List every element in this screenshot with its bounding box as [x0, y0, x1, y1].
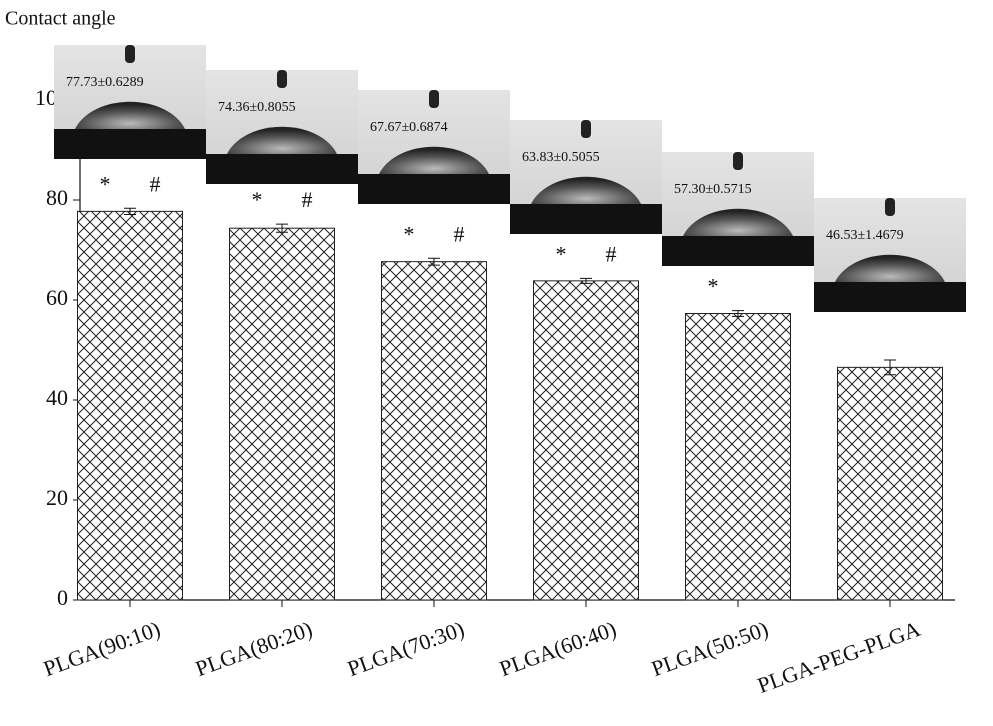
droplet-image: 46.53±1.4679: [814, 198, 966, 312]
x-tick-label: PLGA(90:10): [40, 616, 163, 681]
significance-marker: #: [150, 171, 161, 196]
substrate: [814, 282, 966, 312]
bar: [838, 367, 943, 600]
inset-label: 63.83±0.5055: [522, 150, 600, 165]
needle: [885, 198, 895, 216]
x-tick-label: PLGA-PEG-PLGA: [754, 616, 923, 698]
substrate: [510, 204, 662, 234]
needle: [429, 90, 439, 108]
significance-marker: *: [252, 187, 263, 212]
droplet-image: 77.73±0.6289: [54, 45, 206, 159]
substrate: [206, 154, 358, 184]
droplet-image: 63.83±0.5055: [510, 120, 662, 234]
significance-marker: *: [708, 274, 719, 299]
inset-label: 74.36±0.8055: [218, 100, 296, 115]
significance-marker: *: [100, 171, 111, 196]
bar: [78, 211, 183, 600]
x-tick-label: PLGA(60:40): [496, 616, 619, 681]
droplet-image: 57.30±0.5715: [662, 152, 814, 266]
bar: [382, 262, 487, 600]
significance-marker: #: [454, 221, 465, 246]
bar: [230, 228, 335, 600]
substrate: [662, 236, 814, 266]
x-tick-label: PLGA(80:20): [192, 616, 315, 681]
x-tick-label: PLGA(50:50): [648, 616, 771, 681]
x-tick-label: PLGA(70:30): [344, 616, 467, 681]
needle: [277, 70, 287, 88]
bar: [534, 281, 639, 600]
y-tick-label: 40: [46, 385, 68, 410]
significance-marker: *: [404, 221, 415, 246]
droplet-image: 74.36±0.8055: [206, 70, 358, 184]
significance-marker: #: [302, 187, 313, 212]
significance-marker: *: [556, 241, 567, 266]
inset-label: 67.67±0.6874: [370, 120, 448, 135]
significance-marker: #: [606, 241, 617, 266]
droplet-image: 67.67±0.6874: [358, 90, 510, 204]
substrate: [358, 174, 510, 204]
substrate: [54, 129, 206, 159]
y-axis-title: Contact angle: [5, 8, 116, 30]
needle: [125, 45, 135, 63]
inset-label: 77.73±0.6289: [66, 75, 144, 90]
y-tick-label: 0: [57, 585, 68, 610]
inset-label: 46.53±1.4679: [826, 228, 904, 243]
chart: Contact angle 020406080100PLGA(90:10)*#7…: [0, 0, 993, 726]
y-tick-label: 60: [46, 285, 68, 310]
inset-label: 57.30±0.5715: [674, 182, 752, 197]
y-tick-label: 80: [46, 185, 68, 210]
y-tick-label: 20: [46, 485, 68, 510]
needle: [733, 152, 743, 170]
bar: [686, 314, 791, 601]
needle: [581, 120, 591, 138]
